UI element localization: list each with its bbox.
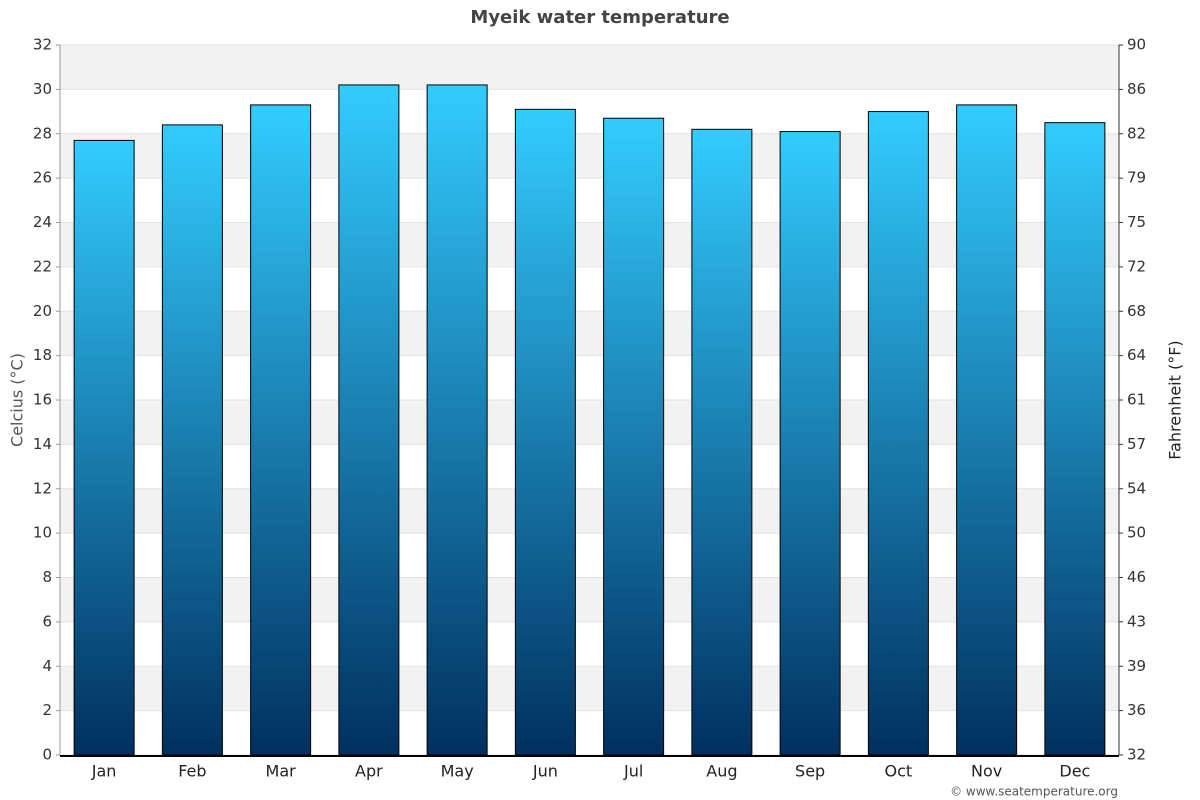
credit: © www.seatemperature.org [950,785,1118,799]
y2-tick-label: 68 [1127,302,1146,320]
y-tick-label: 2 [42,701,52,719]
y-tick-label: 12 [33,479,52,497]
y2-tick-label: 82 [1127,124,1146,142]
grid-band [60,400,1119,445]
y2-tick-label: 86 [1127,80,1146,98]
y2-tick-label: 54 [1127,479,1146,497]
grid-band [60,311,1119,356]
x-tick-label: Apr [355,762,383,781]
x-tick-label: Jul [623,762,643,781]
y-tick-label: 0 [42,746,52,764]
x-tick-label: Oct [885,762,913,781]
y-tick-label: 32 [33,36,52,54]
y2-tick-label: 50 [1127,524,1146,542]
x-tick-label: May [441,762,474,781]
y-tick-label: 6 [42,612,52,630]
x-tick-label: Sep [795,762,825,781]
y-tick-label: 28 [33,124,52,142]
x-tick-label: Mar [266,762,297,781]
y-tick-label: 10 [33,524,52,542]
bar [426,84,488,756]
chart-title: Myeik water temperature [470,7,729,28]
bar [603,117,665,756]
grid-band [60,222,1119,267]
y2-tick-label: 57 [1127,435,1146,453]
y-tick-label: 8 [42,568,52,586]
y2-tick-label: 79 [1127,169,1146,187]
bar [1044,122,1106,756]
grid-band [60,45,1119,90]
y2-tick-label: 90 [1127,36,1146,54]
bar [250,104,312,756]
bar [73,139,135,756]
y2-tick-label: 46 [1127,568,1146,586]
bar [867,111,929,756]
y2-tick-label: 61 [1127,391,1146,409]
x-tick-label: Nov [971,762,1002,781]
y-tick-label: 30 [33,80,52,98]
x-tick-label: Dec [1059,762,1090,781]
x-tick-label: Aug [706,762,737,781]
y2-axis-label: Fahrenheit (°F) [1166,340,1185,459]
x-tick-label: Feb [178,762,206,781]
y-tick-label: 14 [33,435,52,453]
y2-tick-label: 72 [1127,257,1146,275]
grid-band [60,577,1119,622]
bar [956,104,1018,756]
grid-band [60,666,1119,711]
y-tick-label: 22 [33,257,52,275]
y2-tick-label: 75 [1127,213,1146,231]
y2-tick-label: 64 [1127,346,1146,364]
y-tick-label: 26 [33,169,52,187]
x-tick-label: Jan [91,762,117,781]
y-axis-label: Celcius (°C) [8,353,27,447]
y-tick-label: 20 [33,302,52,320]
y2-tick-label: 39 [1127,657,1146,675]
y-tick-label: 24 [33,213,52,231]
y-tick-label: 18 [33,346,52,364]
grid-band [60,488,1119,534]
grid-band [60,133,1119,179]
y2-tick-label: 43 [1127,612,1146,630]
x-tick-label: Jun [532,762,558,781]
bar [691,128,753,756]
y2-tick-label: 32 [1127,746,1146,764]
bar [779,131,841,756]
y-tick-label: 16 [33,391,52,409]
bar [338,84,400,756]
y-tick-label: 4 [42,657,52,675]
bar [514,108,576,756]
bar [161,124,223,756]
y2-tick-label: 36 [1127,701,1146,719]
